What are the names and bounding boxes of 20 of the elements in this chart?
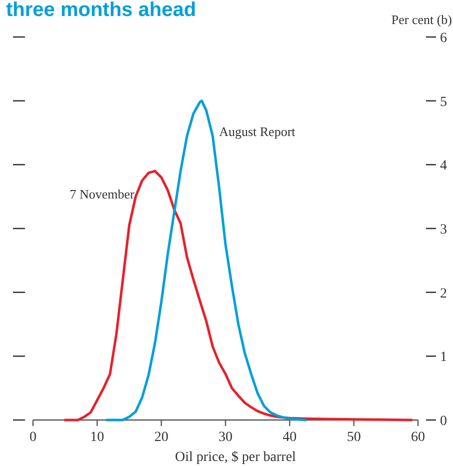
x-tick-label: 0 (30, 430, 36, 445)
x-tick-label: 50 (346, 430, 361, 445)
y-tick-label: 3 (440, 222, 447, 238)
series-label: August Report (219, 124, 296, 139)
y-tick-label: 1 (440, 350, 447, 366)
chart-title: three months ahead (6, 0, 196, 21)
y-tick-label: 6 (440, 31, 447, 46)
y-tick-label: 4 (440, 158, 447, 174)
line-series (64, 170, 413, 422)
x-tick-label: 30 (218, 430, 232, 445)
series-label: 7 November (70, 186, 136, 202)
x-tick-label: 40 (282, 430, 297, 445)
y-tick-label: 5 (440, 94, 447, 110)
x-tick-label: 60 (411, 430, 425, 445)
y-tick-label: 0 (440, 414, 447, 429)
y-axis-title: Per cent (b) (391, 12, 452, 27)
x-tick-label: 10 (90, 430, 104, 445)
x-tick-label: 20 (154, 430, 168, 445)
x-axis-title: Oil price, $ per barrel (175, 450, 296, 465)
y-tick-label: 2 (440, 286, 447, 302)
